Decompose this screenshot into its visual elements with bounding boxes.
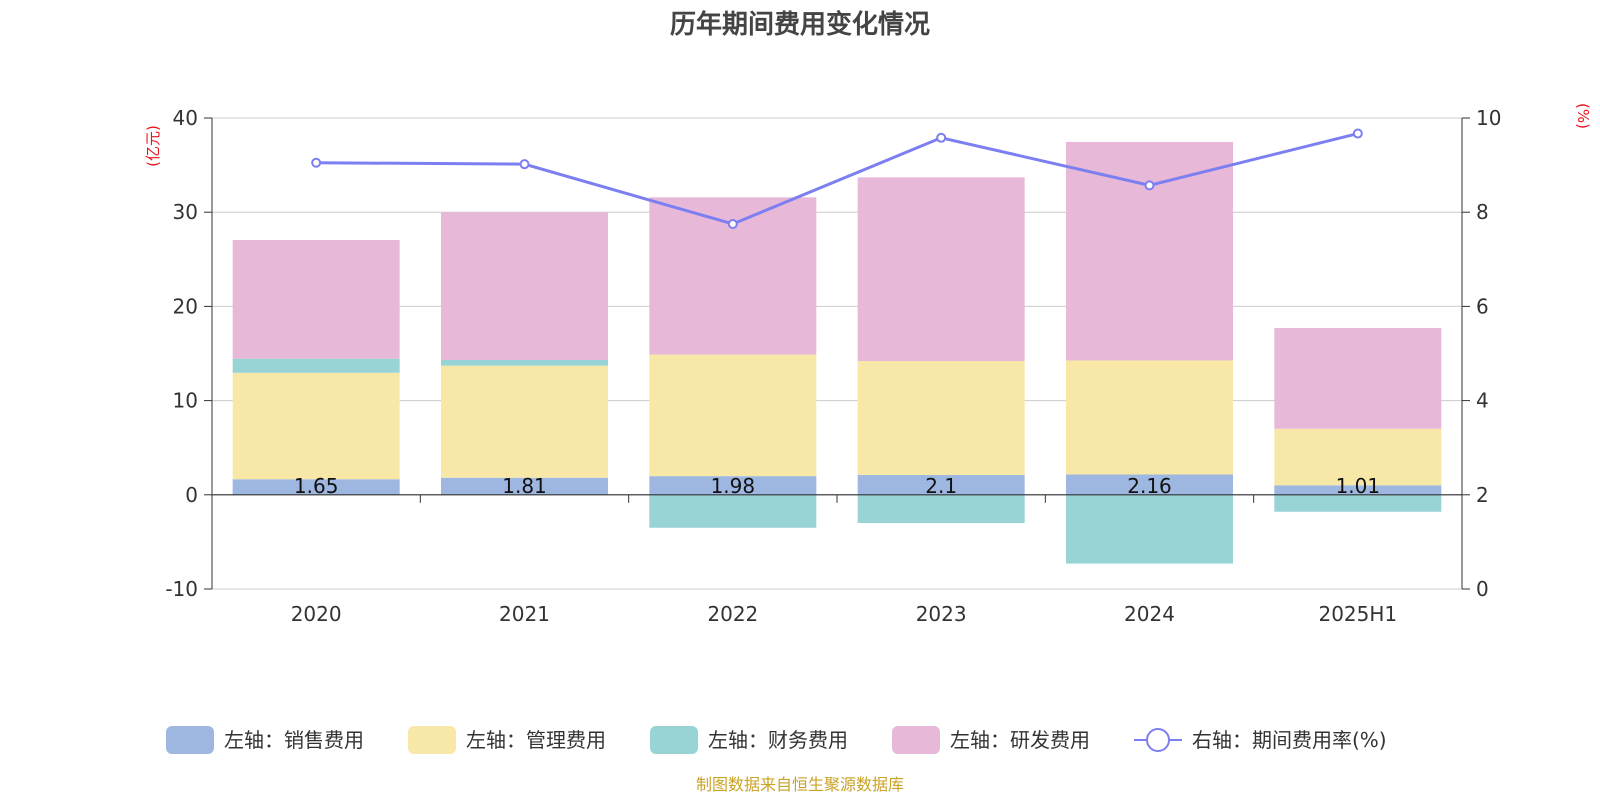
legend-label: 左轴：管理费用 <box>466 728 606 752</box>
data-label: 1.98 <box>711 474 756 498</box>
bar-3-2025H1 <box>1274 327 1442 429</box>
bar-3-2021 <box>441 212 608 360</box>
legend-label: 左轴：销售费用 <box>224 728 364 752</box>
bar-0-2020 <box>232 479 400 495</box>
bar-3-2020 <box>232 239 400 359</box>
bar-3-2023 <box>857 177 1025 362</box>
data-label: 2.16 <box>1127 474 1172 498</box>
left-tick-label: 20 <box>173 294 198 318</box>
right-tick-label: 0 <box>1476 577 1489 601</box>
legend-label: 左轴：财务费用 <box>708 728 848 752</box>
left-axis-unit: (亿元) <box>144 125 162 167</box>
right-axis-unit: (%) <box>1574 103 1592 129</box>
x-tick-label: 2020 <box>291 602 342 626</box>
data-label: 1.01 <box>1336 474 1381 498</box>
chart-title: 历年期间费用变化情况 <box>670 9 930 40</box>
right-tick-label: 8 <box>1476 200 1489 224</box>
bar-1-2023 <box>857 361 1025 476</box>
legend-label: 右轴：期间费用率(%) <box>1192 728 1387 752</box>
left-tick-label: 0 <box>185 483 198 507</box>
legend-swatch-0 <box>166 726 214 754</box>
bar-1-2022 <box>649 354 817 477</box>
right-tick-label: 6 <box>1476 294 1489 318</box>
right-tick-label: 2 <box>1476 483 1489 507</box>
rate-point-2024 <box>1144 180 1155 191</box>
source-note: 制图数据来自恒生聚源数据库 <box>696 775 904 794</box>
rate-line <box>316 132 1359 226</box>
bar-3-2024 <box>1066 141 1233 361</box>
left-tick-label: -10 <box>165 577 198 601</box>
rate-point-2022 <box>727 218 738 229</box>
left-tick-label: 40 <box>173 106 198 130</box>
left-tick-label: 10 <box>173 389 198 413</box>
x-tick-label: 2024 <box>1124 602 1175 626</box>
axes: -10 0 10 20 30 40 0 2 4 6 8 10 2020 2021 2022 2023 2024 2… <box>165 106 1501 626</box>
bar-0-2022 <box>649 476 817 495</box>
data-label-layer: 1.65 1.81 1.98 2.1 2.16 1.01 <box>294 474 1380 498</box>
x-tick-label: 2023 <box>916 602 967 626</box>
bar-1-2020 <box>232 372 400 480</box>
rate-line-layer <box>311 128 1363 229</box>
bar-1-2024 <box>1066 360 1233 475</box>
legend: 左轴：销售费用 左轴：管理费用 左轴：财务费用 左轴：研发费用 右轴：期间费用率(%) <box>166 726 1387 754</box>
bar-0-2025H1 <box>1274 485 1442 495</box>
x-tick-label: 2025H1 <box>1318 602 1397 626</box>
x-tick-label: 2021 <box>499 602 550 626</box>
right-tick-label: 10 <box>1476 106 1501 130</box>
legend-swatch-1 <box>408 726 456 754</box>
right-tick-label: 4 <box>1476 389 1489 413</box>
legend-label: 左轴：研发费用 <box>950 728 1090 752</box>
bar-0-2024 <box>1066 474 1233 495</box>
rate-point-2025H1 <box>1352 128 1363 139</box>
legend-swatch-marker <box>1146 728 1170 752</box>
bar-2-2020 <box>232 358 400 373</box>
bar-2-2021 <box>441 359 608 366</box>
rate-point-2021 <box>519 159 530 170</box>
x-tick-label: 2022 <box>707 602 758 626</box>
rate-point-2020 <box>311 157 322 168</box>
bar-1-2021 <box>441 365 608 478</box>
bar-0-2021 <box>441 477 608 495</box>
legend-swatch-2 <box>650 726 698 754</box>
rate-point-2023 <box>936 132 947 143</box>
data-label: 1.65 <box>294 474 339 498</box>
data-label: 1.81 <box>502 474 547 498</box>
legend-swatch-3 <box>892 726 940 754</box>
bar-2-2022 <box>649 494 817 528</box>
bar-0-2023 <box>857 475 1025 495</box>
bar-layer <box>232 141 1442 564</box>
bar-2-2023 <box>857 494 1025 524</box>
data-label: 2.1 <box>925 474 957 498</box>
bar-1-2025H1 <box>1274 428 1442 486</box>
left-tick-label: 30 <box>173 200 198 224</box>
bar-2-2024 <box>1066 494 1233 564</box>
bar-2-2025H1 <box>1274 494 1442 512</box>
